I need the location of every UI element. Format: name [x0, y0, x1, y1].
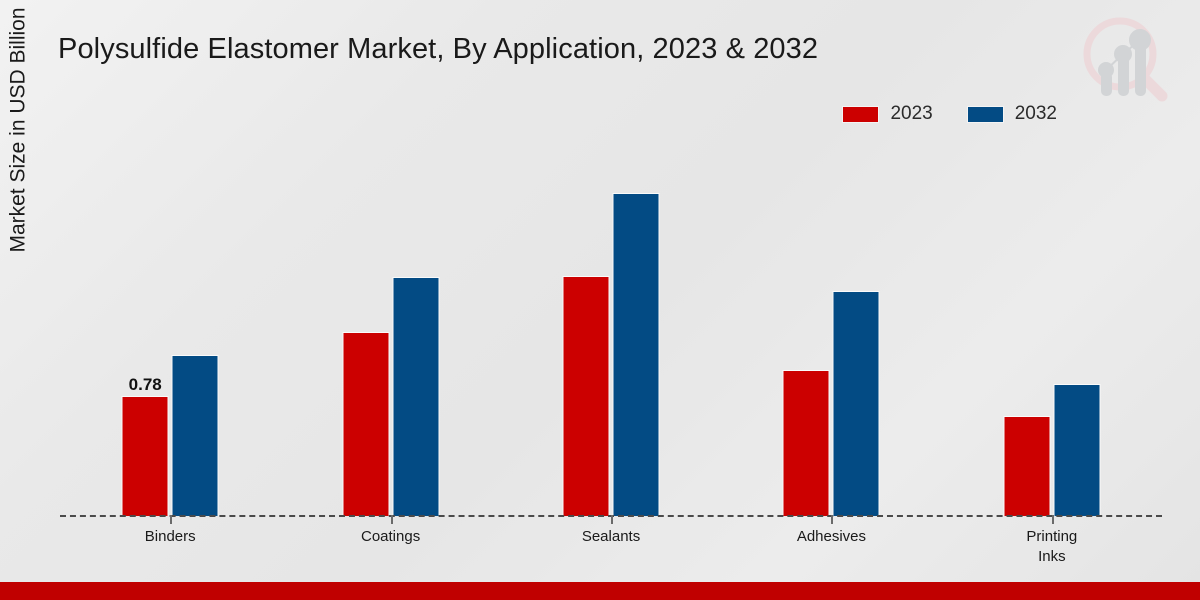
x-axis-label-line: Coatings	[361, 528, 421, 545]
bar-printing-inks-2023[interactable]	[1003, 416, 1051, 516]
x-axis-label-binders: Binders	[60, 527, 280, 568]
legend-swatch-2023	[842, 105, 880, 123]
legend-item-2023[interactable]: 2023	[842, 103, 933, 125]
bar-adhesives-2032[interactable]	[832, 291, 880, 516]
chart-legend: 2023 2032	[842, 103, 1057, 125]
bar-wrapper	[342, 332, 390, 516]
x-axis-label-line: Inks	[1038, 548, 1066, 566]
bar-sealants-2023[interactable]	[562, 276, 610, 516]
x-axis-tick	[611, 515, 613, 524]
bar-pair	[782, 291, 880, 516]
footer-bar	[0, 582, 1200, 600]
bar-group	[721, 150, 941, 516]
x-axis-label-sealants: Sealants	[501, 527, 721, 568]
bar-wrapper	[612, 193, 660, 516]
bar-wrapper	[832, 291, 880, 516]
legend-label-2023: 2023	[890, 103, 933, 124]
bar-wrapper	[782, 370, 830, 516]
bar-wrapper	[562, 276, 610, 516]
bar-printing-inks-2032[interactable]	[1053, 384, 1101, 516]
bar-pair: 0.78	[121, 355, 219, 516]
x-axis-label-printing-inks: Printing Inks	[942, 527, 1162, 568]
x-axis-tick	[390, 515, 393, 524]
x-axis-label-line: Adhesives	[796, 528, 867, 545]
bar-group: 0.78	[60, 150, 280, 516]
bar-wrapper: 0.78	[121, 376, 169, 516]
x-axis-tick	[170, 515, 173, 524]
bar-wrapper	[171, 355, 219, 516]
bar-coatings-2023[interactable]	[342, 332, 390, 516]
x-axis-label-line: Binders	[144, 528, 196, 545]
x-axis-labels: Binders Coatings Sealants Adhesives Printing…	[60, 527, 1162, 568]
bar-adhesives-2023[interactable]	[782, 370, 830, 516]
x-axis-label-coatings: Coatings	[280, 527, 500, 568]
bar-binders-2032[interactable]	[171, 355, 219, 516]
bar-pair	[1003, 384, 1101, 516]
x-axis-tick	[831, 515, 834, 524]
bar-coatings-2032[interactable]	[392, 277, 440, 516]
bar-binders-2023[interactable]	[121, 396, 169, 516]
bar-pair	[342, 277, 440, 516]
bar-group	[280, 150, 500, 516]
bar-groups: 0.78	[60, 150, 1162, 516]
legend-item-2032[interactable]: 2032	[966, 103, 1057, 125]
x-axis-label-adhesives: Adhesives	[721, 527, 941, 568]
bar-group	[501, 150, 721, 516]
bar-wrapper	[1053, 384, 1101, 516]
x-axis-tick	[1051, 515, 1054, 524]
x-axis-label-line: Sealants	[581, 528, 641, 545]
bar-wrapper	[1003, 416, 1051, 516]
bar-pair	[562, 193, 660, 516]
chart-title: Polysulfide Elastomer Market, By Applica…	[58, 33, 819, 65]
bar-wrapper	[392, 277, 440, 516]
bar-sealants-2032[interactable]	[612, 193, 660, 516]
legend-label-2032: 2032	[1014, 103, 1057, 124]
bar-value-label: 0.78	[128, 375, 162, 394]
bar-group	[942, 150, 1162, 516]
legend-swatch-2032	[966, 105, 1004, 123]
x-axis-label-line: Printing	[1026, 528, 1078, 545]
